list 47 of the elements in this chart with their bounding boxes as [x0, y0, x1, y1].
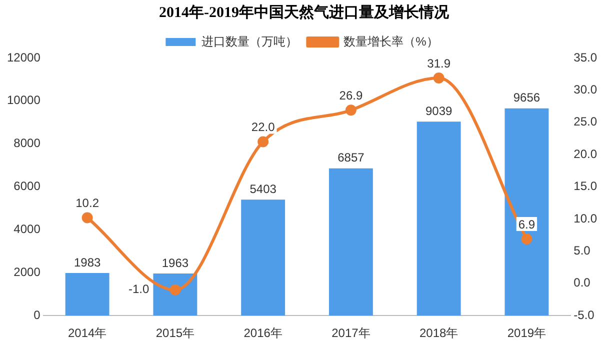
y-tick-label: 10000 [6, 93, 41, 108]
y2-tick-label: 25.0 [574, 114, 598, 129]
y-tick-label: 2000 [14, 264, 41, 279]
y-tick-label: 8000 [14, 136, 41, 150]
y2-tick-label: 30.0 [574, 82, 598, 97]
data-label: -1.0 [128, 282, 150, 296]
x-tick-label: 2014年 [68, 326, 107, 340]
x-tick-label: 2019年 [507, 326, 546, 340]
y-tick-label: 6000 [14, 179, 41, 194]
y2-tick-label: 5.0 [574, 244, 591, 258]
data-label: 10.2 [76, 196, 100, 210]
bar [328, 168, 373, 316]
bar [416, 122, 461, 316]
data-label: 31.9 [427, 56, 451, 70]
point [433, 72, 444, 84]
x-tick-label: 2015年 [156, 326, 195, 340]
y2-tick-label: -5.0 [574, 308, 595, 322]
bar [241, 200, 286, 316]
y2-tick-label: 0.0 [574, 276, 591, 290]
data-label: 9656 [513, 90, 540, 105]
x-tick-label: 2017年 [332, 326, 370, 340]
y-tick-label: 12000 [6, 50, 41, 64]
point [521, 233, 532, 244]
point [258, 136, 269, 148]
x-tick-label: 2016年 [244, 326, 282, 340]
data-label: 9039 [425, 104, 452, 118]
data-label: 1983 [74, 255, 101, 270]
data-label: 5403 [250, 182, 277, 196]
bar [504, 108, 549, 316]
legend-label: 数量增长率（%） [344, 34, 438, 48]
y-tick-label: 0 [34, 308, 41, 322]
y2-tick-label: 20.0 [574, 146, 598, 161]
y2-tick-label: 35.0 [574, 50, 598, 64]
data-label: 6857 [338, 150, 365, 165]
y2-tick-label: 10.0 [574, 211, 598, 226]
x-tick-label: 2018年 [419, 326, 458, 340]
bar [65, 273, 110, 316]
y2-tick-label: 15.0 [574, 179, 598, 194]
data-label: 6.9 [518, 217, 536, 232]
legend-label: 进口数量（万吨） [202, 34, 298, 48]
data-label: 22.0 [251, 120, 276, 134]
point [345, 104, 356, 116]
data-label: 26.9 [339, 88, 363, 102]
data-label: 1963 [162, 256, 189, 270]
chart-title: 2014年-2019年中国天然气进口量及增长情况 [158, 3, 450, 23]
point [82, 212, 93, 224]
y-tick-label: 4000 [14, 222, 41, 236]
